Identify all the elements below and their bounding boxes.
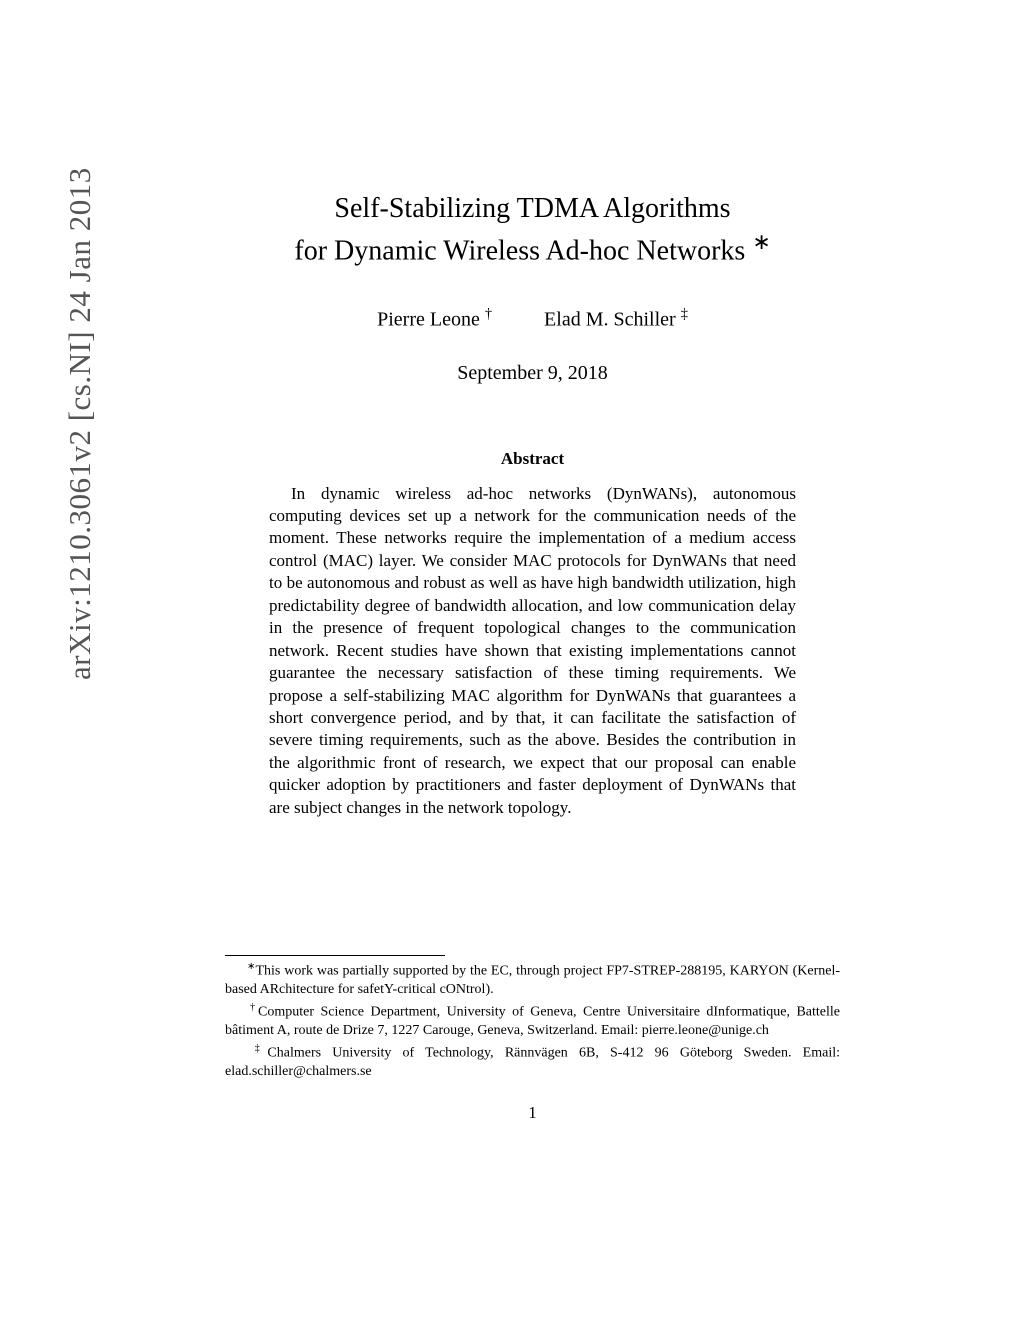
- author-1-name: Pierre Leone: [377, 309, 485, 331]
- paper-title: Self-Stabilizing TDMA Algorithms for Dyn…: [225, 190, 840, 270]
- paper-page: Self-Stabilizing TDMA Algorithms for Dyn…: [225, 190, 840, 1123]
- footnote-separator: [225, 955, 445, 956]
- footnote-2-mark: †: [247, 1002, 258, 1013]
- paper-date: September 9, 2018: [225, 362, 840, 385]
- title-line-1: Self-Stabilizing TDMA Algorithms: [334, 193, 730, 224]
- footnote-2-text: Computer Science Department, University …: [225, 1005, 840, 1038]
- footnote-2: †Computer Science Department, University…: [225, 1001, 840, 1040]
- author-list: Pierre Leone † Elad M. Schiller ‡: [225, 306, 840, 332]
- abstract-text: In dynamic wireless ad-hoc networks (Dyn…: [269, 484, 796, 817]
- arxiv-identifier: arXiv:1210.3061v2 [cs.NI] 24 Jan 2013: [62, 167, 98, 680]
- title-line-2: for Dynamic Wireless Ad-hoc Networks: [294, 235, 752, 266]
- footnote-1-text: This work was partially supported by the…: [225, 964, 840, 997]
- footnote-3-mark: ‡: [247, 1043, 267, 1054]
- footnote-3: ‡Chalmers University of Technology, Ränn…: [225, 1042, 840, 1081]
- author-2-mark: ‡: [681, 306, 688, 322]
- abstract-heading: Abstract: [225, 449, 840, 469]
- footnote-1: ∗This work was partially supported by th…: [225, 960, 840, 999]
- author-2-name: Elad M. Schiller: [544, 309, 681, 331]
- abstract-body: In dynamic wireless ad-hoc networks (Dyn…: [269, 483, 796, 820]
- title-footnote-mark: ∗: [752, 230, 770, 254]
- footnote-3-text: Chalmers University of Technology, Rännv…: [225, 1046, 840, 1079]
- page-number: 1: [225, 1103, 840, 1123]
- footnote-block: ∗This work was partially supported by th…: [225, 960, 840, 1081]
- author-1-mark: †: [485, 306, 492, 322]
